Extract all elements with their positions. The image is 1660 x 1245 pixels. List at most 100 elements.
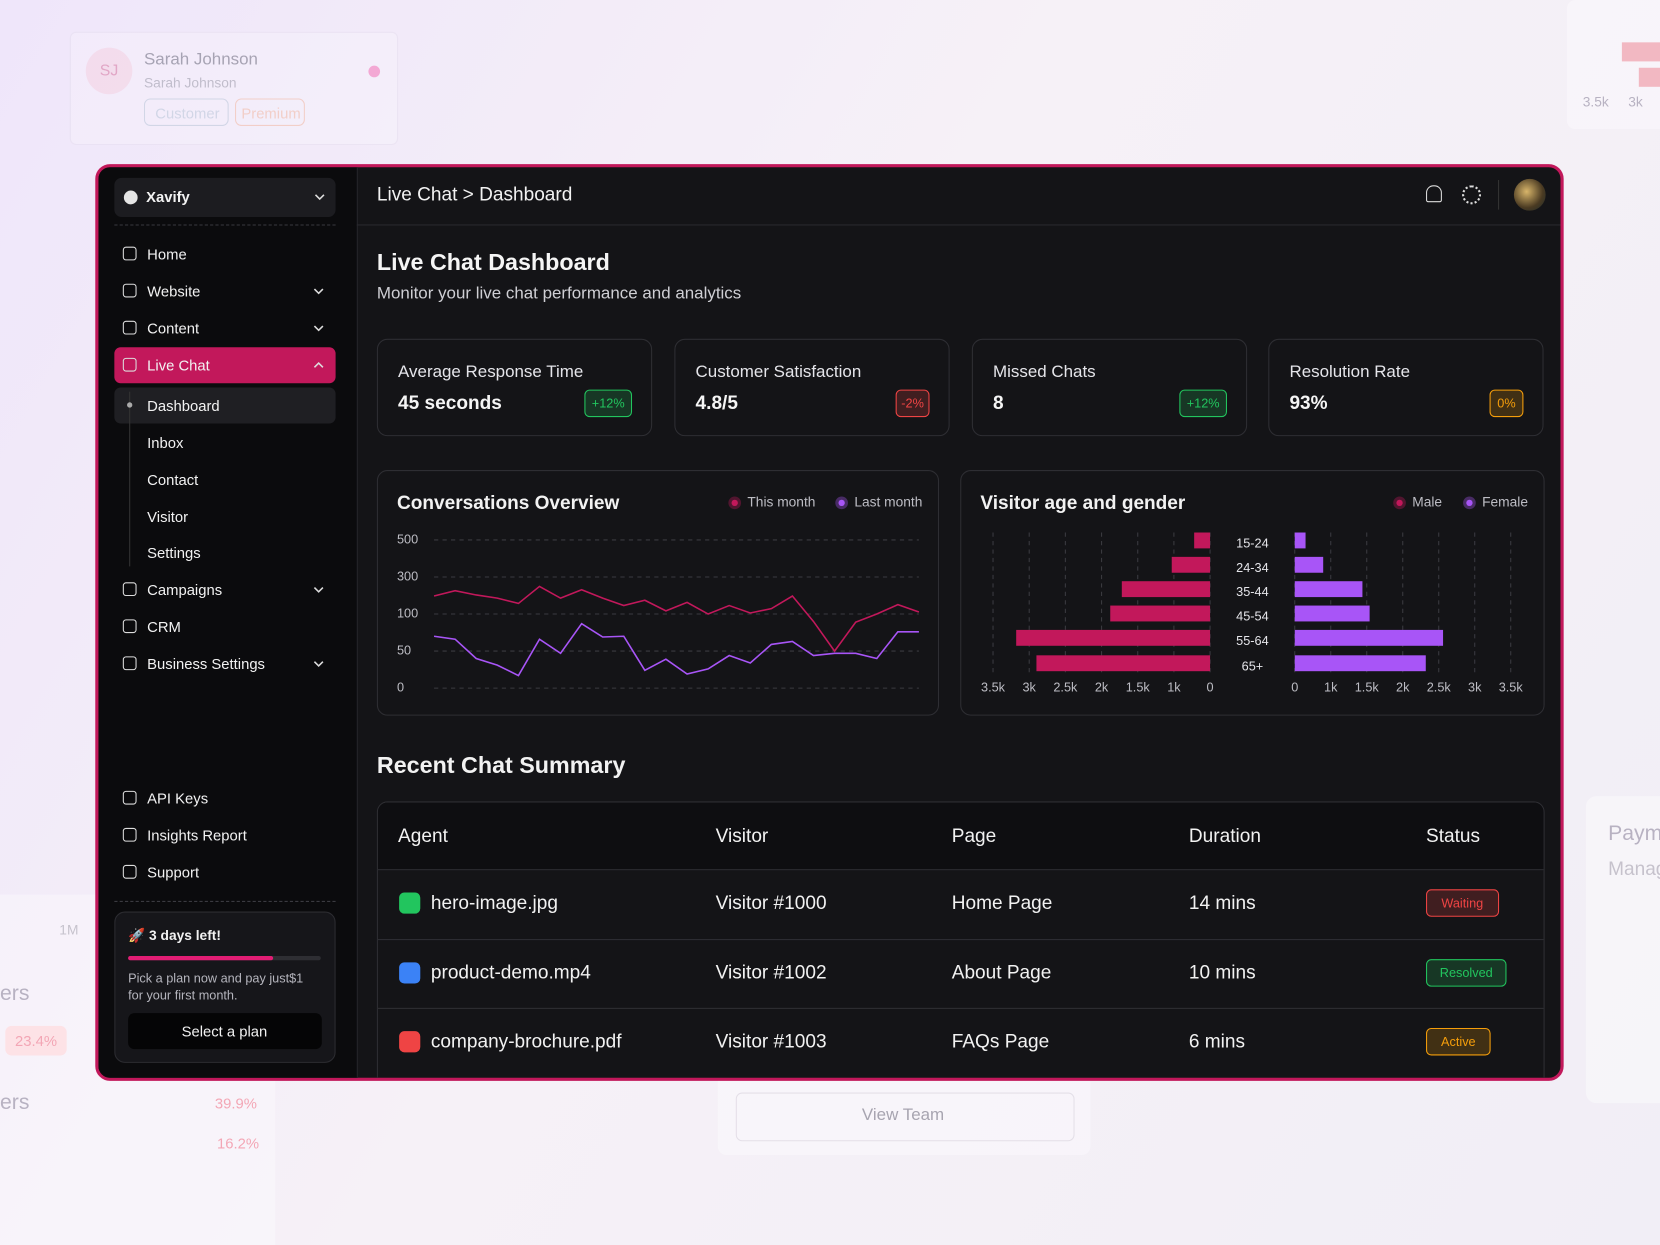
stat-change: -2%: [895, 389, 930, 418]
nav-item[interactable]: Content: [147, 319, 200, 337]
table: Agent Visitor Page Duration Status hero-image…: [376, 801, 1545, 1078]
bar: [1194, 532, 1211, 549]
status-badge-text: Resolved: [1439, 964, 1493, 980]
faded-text: ers: [0, 1090, 30, 1115]
category-label: 55-64: [1236, 634, 1268, 648]
nav-item[interactable]: Business Settings: [147, 655, 265, 673]
nav-item[interactable]: Website: [147, 282, 201, 300]
chart-card: [376, 470, 940, 716]
y-tick-label: 50: [397, 643, 411, 657]
charts: Conversations Overview This month Last mon…: [397, 493, 1528, 695]
category-label: 65+: [1242, 659, 1264, 673]
subnav-item[interactable]: Dashboard: [147, 397, 220, 414]
category-label: 24-34: [1236, 561, 1268, 575]
legend-label: This month: [747, 495, 815, 510]
x-tick-label: 2.5k: [1053, 680, 1078, 694]
nav-active-bg: [114, 347, 336, 384]
agent: company-brochure.pdf: [430, 1030, 622, 1052]
subnav-item[interactable]: Inbox: [147, 434, 184, 451]
stat-change-text: +12%: [1186, 395, 1220, 411]
workspace-name: Xavify: [146, 188, 190, 206]
duration: 14 mins: [1188, 891, 1256, 914]
stat-card: Average Response Time 45 seconds +12%: [376, 338, 653, 437]
x-tick-label: 1.5k: [1355, 680, 1380, 694]
trial-card: 🚀 3 days left! Pick a plan now and pay ju…: [114, 911, 336, 1063]
faded-text: ers: [0, 981, 30, 1006]
bar: [1171, 556, 1211, 573]
subnav-item[interactable]: Settings: [147, 544, 201, 562]
nav-icon: [122, 283, 137, 298]
faded-text: 39.9%: [214, 1094, 257, 1112]
line-series: [433, 585, 920, 653]
y-tick-label: 0: [397, 680, 404, 694]
bar: [1121, 581, 1211, 598]
profile-card: SJ Sarah Johnson Sarah Johnson Customer Prem…: [69, 31, 399, 146]
faded-text: 3k: [1628, 93, 1643, 110]
x-tick-label: 1k: [1324, 680, 1338, 694]
chevron: [314, 194, 325, 201]
stat-change: 0%: [1489, 389, 1524, 418]
stat-label: Customer Satisfaction: [695, 363, 862, 382]
workspace-switcher[interactable]: Xavify: [114, 177, 336, 218]
bar: [1110, 605, 1211, 622]
stat-card: Missed Chats 8 +12%: [971, 338, 1248, 437]
legend-marker: [1396, 499, 1403, 507]
status-badge-text: Waiting: [1441, 895, 1484, 911]
trial-text: Pick a plan now and pay just$1 for your …: [128, 970, 304, 1003]
profile-tag: Premium: [235, 98, 305, 126]
subnav-item[interactable]: Contact: [147, 471, 199, 489]
select-plan-text[interactable]: Select a plan: [181, 1022, 268, 1040]
bar: [1294, 556, 1324, 573]
x-tick-label: 0: [1207, 680, 1214, 694]
chart-title: Conversations Overview: [397, 493, 619, 514]
category-label: 35-44: [1236, 585, 1268, 599]
stat-value: 45 seconds: [398, 392, 502, 414]
x-tick-label: 0: [1291, 680, 1298, 694]
nav-item[interactable]: Support: [147, 863, 200, 881]
nav-icon: [122, 827, 137, 842]
visitor: Visitor #1003: [715, 1030, 827, 1052]
legend-marker: [731, 499, 738, 507]
faded-text: 3.5k: [1582, 93, 1609, 110]
status-badge-text: Active: [1441, 1034, 1476, 1050]
faded-text: Manag: [1608, 858, 1660, 880]
bell-icon[interactable]: [1426, 185, 1442, 203]
stat-value: 93%: [1289, 392, 1328, 414]
select-plan-button[interactable]: Select a plan: [128, 1013, 322, 1050]
nav-icon: [122, 619, 137, 634]
faded-text: 23.4%: [14, 1032, 58, 1050]
file-icon: [399, 1031, 421, 1053]
nav-icon: [122, 582, 137, 597]
nav-item[interactable]: Insights Report: [147, 826, 247, 844]
nav-item[interactable]: Home: [147, 245, 187, 263]
column-header: Visitor: [715, 825, 769, 847]
header-separator: [1498, 179, 1500, 210]
nav-item[interactable]: API Keys: [147, 789, 209, 807]
subnav-dot: [127, 402, 133, 408]
nav-item[interactable]: Campaigns: [147, 581, 223, 599]
line-series: [433, 622, 919, 677]
status-badge: Resolved: [1426, 958, 1507, 987]
settings-icon[interactable]: [1462, 185, 1482, 205]
nav-item[interactable]: Live Chat: [147, 356, 210, 374]
x-tick-label: 3k: [1023, 680, 1037, 694]
page: FAQs Page: [951, 1030, 1050, 1052]
row-divider: [377, 938, 1544, 940]
x-tick-label: 3.5k: [981, 680, 1006, 694]
legend-label: Male: [1412, 495, 1442, 510]
agent: product-demo.mp4: [430, 961, 591, 983]
nav-item[interactable]: CRM: [147, 618, 181, 636]
profile-name: Sarah Johnson: [143, 50, 258, 69]
stat-change-text: -2%: [901, 395, 924, 411]
subnav-item[interactable]: Visitor: [147, 508, 189, 526]
bar: [1294, 629, 1444, 646]
user-avatar[interactable]: [1513, 178, 1546, 211]
legend-label: Female: [1482, 495, 1528, 510]
bar: [1294, 532, 1306, 549]
legend-marker: [838, 499, 845, 507]
chevron-path: [314, 194, 325, 201]
category-label: 45-54: [1236, 610, 1268, 624]
bar: [1016, 629, 1211, 646]
x-tick-label: 3.5k: [1499, 680, 1524, 694]
